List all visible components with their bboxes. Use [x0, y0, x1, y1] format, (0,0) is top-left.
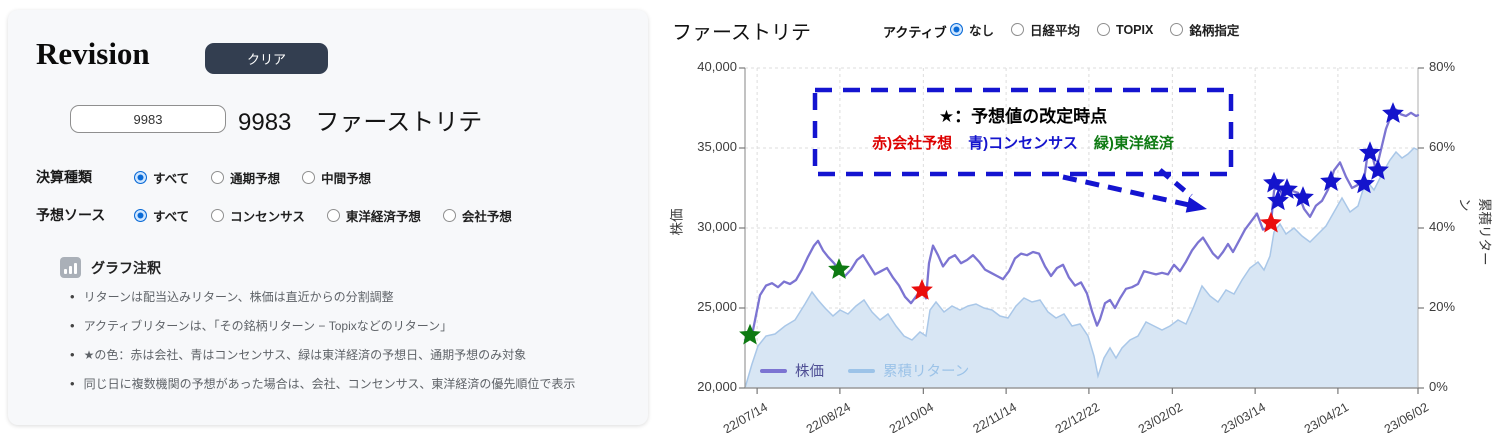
- chart-legend: 株価 累積リターン: [760, 360, 969, 381]
- x-tick-label: 22/12/22: [1052, 400, 1102, 433]
- radio-option[interactable]: すべて: [134, 206, 189, 225]
- revision-panel: Revision クリア 9983 ファーストリテ 決算種類すべて通期予想中間予…: [8, 10, 648, 425]
- blue-star-marker: [1267, 189, 1289, 211]
- radio-icon: [1011, 23, 1025, 36]
- list-item: リターンは配当込みリターン、株価は直近からの分割調整: [70, 282, 575, 311]
- y-tick-label-right: 80%: [1429, 59, 1456, 74]
- filter-row: 予想ソース すべて コンセンサス 東洋経済予想 会社予想: [36, 196, 636, 234]
- radio-icon: [211, 208, 225, 222]
- y-tick-label-right: 60%: [1429, 139, 1456, 154]
- red-star-marker: [1260, 211, 1282, 233]
- radio-label: すべて: [153, 171, 190, 186]
- legend-label: 株価: [795, 364, 824, 380]
- radio-option[interactable]: なし: [950, 20, 994, 39]
- filter-label: 決算種類: [36, 169, 92, 185]
- radio-icon: [950, 23, 963, 36]
- x-tick-label: 23/02/02: [1136, 400, 1186, 433]
- bar-chart-icon: [60, 257, 81, 278]
- radio-option[interactable]: 東洋経済予想: [326, 206, 421, 225]
- radio-label: 銘柄指定: [1189, 24, 1240, 38]
- y-tick-label-left: 40,000: [697, 59, 737, 74]
- radio-label: コンセンサス: [230, 209, 305, 224]
- list-item: 同じ日に複数機関の予想があった場合は、会社、コンセンサス、東洋経済の優先順位で表…: [70, 369, 576, 398]
- radio-option[interactable]: コンセンサス: [211, 206, 305, 225]
- list-item: ★の色：赤は会社、青はコンセンサス、緑は東洋経済の予想日、通期予想のみ対象: [70, 340, 575, 369]
- stock-code-input[interactable]: [70, 105, 226, 133]
- radio-option[interactable]: 中間予想: [302, 168, 371, 187]
- radio-label: 中間予想: [321, 171, 372, 186]
- y-tick-label-right: 0%: [1429, 379, 1448, 394]
- y-tick-label-left: 20,000: [697, 379, 737, 394]
- stock-title: 9983 ファーストリテ: [238, 109, 483, 136]
- radio-option[interactable]: 通期予想: [211, 168, 280, 187]
- legend-item: 累積リターン: [848, 360, 969, 381]
- filter-group: 決算種類 すべて 通期予想 中間予想 予想ソース すべて コンセンサス 東洋経済予想 会社予想: [36, 158, 636, 234]
- radio-icon: [302, 170, 316, 184]
- filter-label: 予想ソース: [36, 207, 106, 223]
- x-tick-label: 22/10/04: [887, 400, 937, 433]
- blue-star-marker: [1382, 102, 1404, 123]
- radio-label: 通期予想: [230, 171, 281, 186]
- y-tick-label-left: 30,000: [697, 219, 737, 234]
- radio-icon: [1097, 23, 1111, 36]
- active-label: アクティブ: [883, 25, 947, 40]
- active-options: なし 日経平均 TOPIX 銘柄指定: [950, 20, 1239, 39]
- radio-icon: [442, 208, 456, 222]
- legend-swatch: [760, 368, 787, 373]
- radio-label: 東洋経済予想: [345, 209, 421, 224]
- x-tick-label: 22/07/14: [720, 400, 771, 433]
- y-tick-label-right: 40%: [1429, 219, 1456, 234]
- red-star-marker: [911, 278, 933, 300]
- green-star-marker: [828, 258, 850, 279]
- blue-star-marker: [1359, 141, 1381, 163]
- chart-canvas: [739, 67, 1424, 394]
- legend-swatch: [848, 368, 875, 373]
- notes-list: リターンは配当込みリターン、株価は直近からの分割調整アクティブリターンは、「その…: [70, 282, 576, 398]
- filter-row: 決算種類 すべて 通期予想 中間予想: [36, 158, 636, 196]
- radio-icon: [134, 208, 147, 222]
- y-tick-label-left: 35,000: [697, 139, 737, 154]
- blue-star-marker: [1320, 170, 1342, 191]
- radio-option[interactable]: 日経平均: [1011, 20, 1080, 39]
- radio-icon: [134, 170, 147, 184]
- radio-label: 日経平均: [1030, 24, 1081, 38]
- chart-title: ファーストリテ: [672, 22, 811, 44]
- radio-icon: [211, 170, 225, 184]
- radio-option[interactable]: TOPIX: [1097, 20, 1153, 39]
- radio-icon: [1170, 23, 1184, 36]
- page-title: Revision: [36, 36, 150, 71]
- x-tick-label: 22/11/14: [970, 400, 1020, 433]
- blue-star-marker: [1353, 172, 1375, 194]
- radio-label: なし: [969, 24, 995, 38]
- legend-item: 株価: [760, 360, 824, 381]
- clear-button[interactable]: クリア: [205, 43, 328, 74]
- legend-label: 累積リターン: [883, 364, 970, 380]
- list-item: アクティブリターンは、「その銘柄リターン − Topixなどのリターン」: [70, 311, 575, 340]
- notes-header: グラフ注釈: [60, 257, 161, 278]
- radio-option[interactable]: 会社予想: [442, 206, 512, 225]
- blue-star-marker: [1292, 186, 1314, 207]
- price-return-chart: ★：予想値の改定時点 赤)会社予想 青)コンセンサス 緑)東洋経済 株価 累積リターン…: [697, 59, 1455, 433]
- radio-icon: [326, 208, 340, 222]
- x-tick-label: 23/06/02: [1381, 400, 1431, 433]
- y-axis-label-right: 累積リターン: [1457, 198, 1492, 266]
- radio-label: すべて: [153, 209, 190, 224]
- blue-star-marker: [1367, 158, 1389, 180]
- radio-label: 会社予想: [461, 209, 512, 224]
- radio-option[interactable]: すべて: [134, 168, 189, 187]
- blue-star-marker: [1276, 178, 1298, 199]
- chart-panel: ファーストリテ アクティブ なし 日経平均 TOPIX 銘柄指定 株価 累積リターン …: [660, 0, 1510, 433]
- radio-label: TOPIX: [1116, 22, 1154, 37]
- radio-option[interactable]: 銘柄指定: [1170, 20, 1239, 39]
- green-star-marker: [739, 323, 761, 345]
- y-tick-label-right: 20%: [1429, 299, 1456, 314]
- notes-title: グラフ注釈: [91, 259, 161, 276]
- y-tick-label-left: 25,000: [697, 299, 737, 314]
- x-tick-label: 23/03/14: [1218, 400, 1269, 433]
- x-tick-label: 22/08/24: [803, 400, 853, 433]
- x-tick-label: 23/04/21: [1301, 400, 1351, 433]
